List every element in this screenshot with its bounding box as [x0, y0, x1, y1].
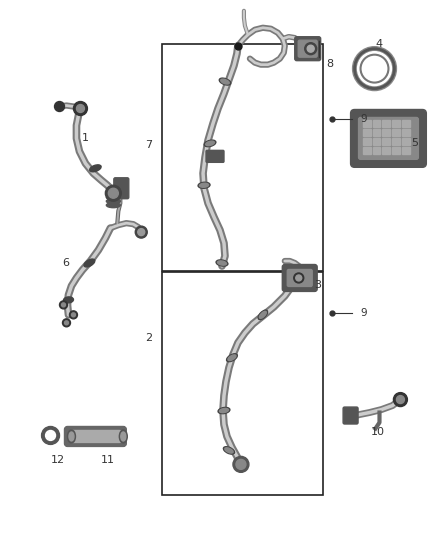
Circle shape	[71, 313, 75, 317]
Ellipse shape	[258, 310, 268, 320]
Text: 9: 9	[360, 308, 367, 318]
Circle shape	[42, 426, 60, 445]
Ellipse shape	[228, 355, 236, 360]
Ellipse shape	[225, 448, 233, 453]
Bar	[382, 148, 390, 155]
Circle shape	[108, 188, 118, 198]
FancyBboxPatch shape	[114, 178, 129, 199]
Ellipse shape	[259, 311, 266, 318]
Bar	[382, 130, 390, 136]
Circle shape	[357, 52, 392, 86]
Ellipse shape	[200, 183, 208, 187]
Ellipse shape	[84, 259, 95, 267]
Bar	[392, 120, 400, 127]
Ellipse shape	[69, 432, 74, 441]
Bar	[372, 148, 381, 155]
Circle shape	[294, 273, 304, 283]
Text: 1: 1	[82, 133, 89, 143]
Circle shape	[307, 45, 314, 52]
FancyBboxPatch shape	[283, 264, 317, 292]
Bar	[363, 148, 371, 155]
Ellipse shape	[206, 141, 214, 146]
Text: 11: 11	[100, 455, 114, 465]
Ellipse shape	[106, 195, 120, 200]
Circle shape	[70, 311, 78, 319]
Ellipse shape	[106, 203, 120, 208]
Bar	[403, 148, 410, 155]
Ellipse shape	[121, 432, 126, 441]
FancyBboxPatch shape	[343, 407, 358, 424]
Ellipse shape	[218, 261, 226, 265]
Bar	[392, 139, 400, 146]
Ellipse shape	[198, 182, 210, 188]
Ellipse shape	[119, 430, 127, 443]
Circle shape	[64, 321, 68, 325]
Text: 9: 9	[360, 115, 367, 125]
Bar	[363, 120, 371, 127]
Bar	[382, 120, 390, 127]
Text: 8: 8	[326, 59, 333, 69]
Bar	[162, 272, 323, 495]
Bar	[372, 139, 381, 146]
Bar	[403, 130, 410, 136]
Circle shape	[353, 47, 396, 91]
Ellipse shape	[226, 354, 237, 362]
Ellipse shape	[90, 165, 101, 172]
Circle shape	[46, 431, 56, 440]
Circle shape	[236, 459, 246, 470]
Circle shape	[106, 185, 121, 201]
Text: 4: 4	[376, 39, 383, 49]
Circle shape	[135, 226, 147, 238]
Circle shape	[305, 43, 317, 55]
FancyBboxPatch shape	[70, 431, 121, 442]
Text: 6: 6	[62, 258, 69, 268]
Bar	[382, 139, 390, 146]
Circle shape	[54, 101, 64, 111]
FancyBboxPatch shape	[206, 150, 224, 163]
Bar	[363, 130, 371, 136]
Text: 7: 7	[145, 140, 152, 150]
Circle shape	[396, 395, 404, 403]
FancyBboxPatch shape	[359, 117, 418, 159]
Ellipse shape	[106, 199, 120, 204]
Circle shape	[296, 275, 302, 281]
Ellipse shape	[219, 408, 228, 413]
Circle shape	[74, 101, 88, 116]
Ellipse shape	[218, 407, 230, 414]
Text: 12: 12	[50, 455, 64, 465]
Ellipse shape	[204, 140, 216, 147]
Ellipse shape	[223, 447, 234, 454]
FancyBboxPatch shape	[350, 109, 426, 167]
Bar	[162, 44, 323, 271]
Bar	[363, 139, 371, 146]
Circle shape	[60, 301, 67, 309]
Circle shape	[138, 229, 145, 236]
Bar	[392, 130, 400, 136]
FancyBboxPatch shape	[298, 40, 317, 57]
Bar	[403, 120, 410, 127]
Bar	[392, 148, 400, 155]
Circle shape	[61, 303, 66, 307]
Text: 2: 2	[145, 333, 152, 343]
Circle shape	[77, 104, 85, 112]
Ellipse shape	[67, 430, 75, 443]
Ellipse shape	[106, 191, 120, 196]
Text: 10: 10	[371, 427, 385, 438]
Circle shape	[63, 319, 71, 327]
Circle shape	[393, 393, 407, 407]
Ellipse shape	[219, 78, 231, 85]
Text: 5: 5	[411, 139, 418, 148]
Bar	[403, 139, 410, 146]
Circle shape	[233, 456, 249, 472]
Ellipse shape	[221, 79, 229, 84]
FancyBboxPatch shape	[64, 426, 126, 447]
Ellipse shape	[216, 260, 228, 266]
Bar	[372, 130, 381, 136]
Bar	[372, 120, 381, 127]
Text: 3: 3	[314, 280, 321, 290]
Ellipse shape	[64, 297, 74, 303]
FancyBboxPatch shape	[287, 270, 312, 286]
FancyBboxPatch shape	[295, 37, 321, 61]
